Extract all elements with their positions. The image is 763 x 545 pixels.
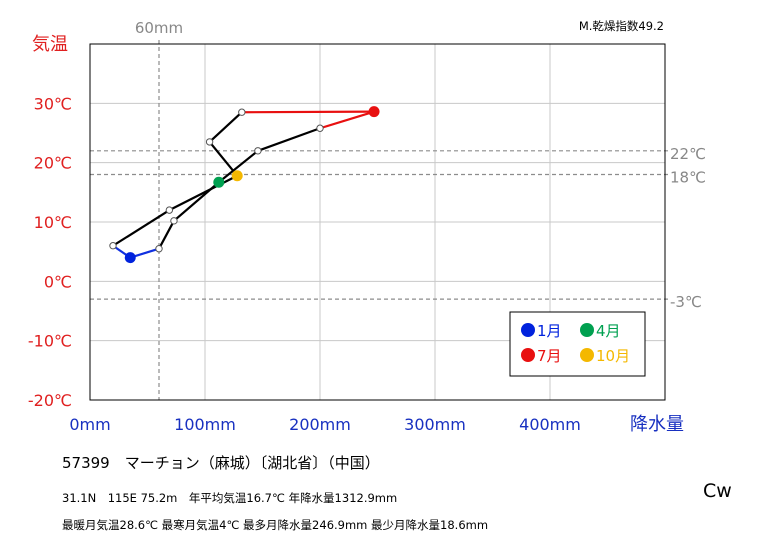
legend-label-2: 4月	[596, 322, 621, 340]
month-point-5	[254, 147, 262, 155]
reference-label-22: 22℃	[670, 145, 706, 163]
month-point-10	[231, 170, 243, 182]
month-point-1	[124, 252, 136, 264]
plot-frame	[89, 43, 666, 401]
path-segment	[217, 149, 259, 184]
legend-marker-3	[521, 348, 535, 362]
x-tick-label: 0mm	[69, 415, 110, 434]
path-segment	[318, 110, 376, 130]
climate-path	[111, 110, 376, 259]
x-tick-label: 100mm	[174, 415, 236, 434]
station-stats-line-1: 31.1N 115E 75.2m 年平均気温16.7℃ 年降水量1312.9mm	[62, 491, 398, 505]
reference-label-18: 18℃	[670, 169, 706, 187]
y-tick-label: 10℃	[34, 213, 72, 232]
y-tick-label: -20℃	[28, 391, 72, 410]
y-tick-label: -10℃	[28, 332, 72, 351]
month-point-11	[165, 206, 174, 214]
legend-marker-2	[580, 323, 594, 337]
month-point-3	[170, 217, 178, 225]
month-point-4	[213, 176, 225, 188]
x-tick-label: 400mm	[519, 415, 581, 434]
hythergraph-chart: 22℃ 18℃ -3℃ 60mm 30℃ 20℃ 10℃ 0℃ -10℃ -20℃ 0mm 100…	[28, 19, 706, 435]
month-point-2	[155, 245, 163, 253]
station-stats-line-2: 最暖月気温28.6℃ 最寒月気温4℃ 最多月降水量246.9mm 最少月降水量1…	[62, 518, 489, 532]
month-point-9	[205, 138, 214, 146]
path-segment	[240, 110, 376, 114]
month-point-6	[316, 124, 324, 132]
legend-marker-4	[580, 348, 594, 362]
dryness-index: M.乾燥指数49.2	[579, 19, 664, 33]
month-points	[109, 106, 380, 264]
path-segment	[256, 127, 322, 152]
x-tick-labels: 0mm 100mm 200mm 300mm 400mm	[69, 415, 581, 434]
x-tick-label: 300mm	[404, 415, 466, 434]
path-segment	[111, 209, 171, 247]
month-point-7	[368, 106, 380, 118]
path-segment	[208, 111, 243, 143]
path-segment	[157, 219, 176, 250]
y-axis-label: 気温	[32, 34, 68, 55]
month-point-12	[109, 242, 117, 250]
legend-label-3: 7月	[537, 347, 562, 365]
y-tick-label: 20℃	[34, 154, 72, 173]
x-tick-label: 200mm	[289, 415, 351, 434]
legend-label-1: 1月	[537, 322, 562, 340]
y-tick-label: 30℃	[34, 94, 72, 113]
y-tick-label: 0℃	[44, 272, 72, 291]
y-tick-labels: 30℃ 20℃ 10℃ 0℃ -10℃ -20℃	[28, 94, 72, 410]
month-point-8	[238, 108, 246, 116]
station-name: 57399 マーチョン（麻城）〔湖北省〕（中国）	[62, 454, 380, 472]
reference-lines: 22℃ 18℃ -3℃ 60mm	[90, 19, 706, 400]
reference-label-60mm: 60mm	[135, 19, 183, 37]
x-axis-label: 降水量	[630, 414, 684, 435]
grid	[90, 44, 665, 400]
path-segment	[168, 174, 239, 212]
legend: 1月 4月 7月 10月	[509, 311, 646, 377]
legend-label-4: 10月	[596, 347, 630, 365]
legend-box	[509, 311, 646, 377]
path-segment	[208, 140, 239, 177]
legend-marker-1	[521, 323, 535, 337]
reference-label--3: -3℃	[670, 293, 702, 311]
climate-class: Cw	[703, 480, 732, 502]
